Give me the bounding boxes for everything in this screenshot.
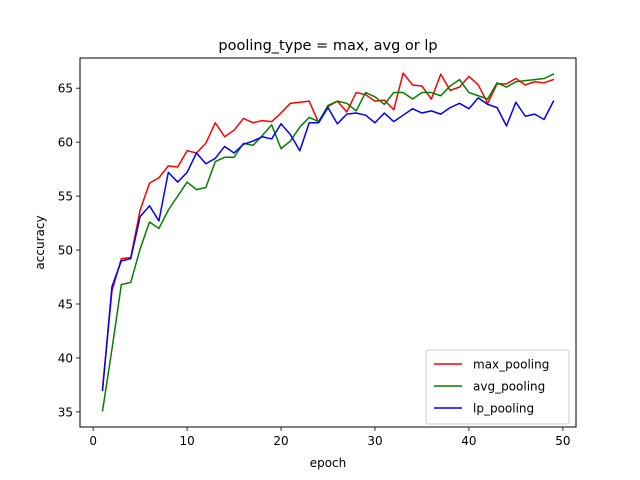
y-axis-ticks: 35 40 45 50 55 60 65 [58, 82, 80, 419]
y-tick-label: 60 [58, 136, 73, 150]
x-tick-label: 0 [89, 434, 97, 448]
chart-title: pooling_type = max, avg or lp [218, 38, 437, 54]
y-axis-label: accuracy [33, 215, 47, 269]
x-tick-label: 30 [367, 434, 382, 448]
x-axis-label: epoch [310, 456, 347, 470]
legend-box [425, 349, 570, 425]
x-tick-label: 40 [461, 434, 476, 448]
y-tick-label: 55 [58, 190, 73, 204]
y-tick-label: 40 [58, 351, 73, 365]
y-tick-label: 35 [58, 405, 73, 419]
legend-label: max_pooling [473, 358, 549, 372]
series-line-lp-pooling [101, 97, 555, 392]
legend-label: avg_pooling [473, 380, 545, 394]
plot-lines [101, 72, 555, 412]
series-line-avg-pooling [101, 73, 555, 412]
legend-label: lp_pooling [473, 402, 534, 416]
x-tick-label: 10 [179, 434, 194, 448]
legend: max_pooling avg_pooling lp_pooling [425, 349, 570, 425]
plot-frame [79, 57, 577, 428]
x-tick-label: 20 [273, 434, 288, 448]
x-tick-label: 50 [555, 434, 570, 448]
y-tick-label: 50 [58, 244, 73, 258]
y-tick-label: 45 [58, 298, 73, 312]
x-axis-ticks: 0 10 20 30 40 50 [89, 427, 570, 448]
y-tick-label: 65 [58, 82, 73, 96]
